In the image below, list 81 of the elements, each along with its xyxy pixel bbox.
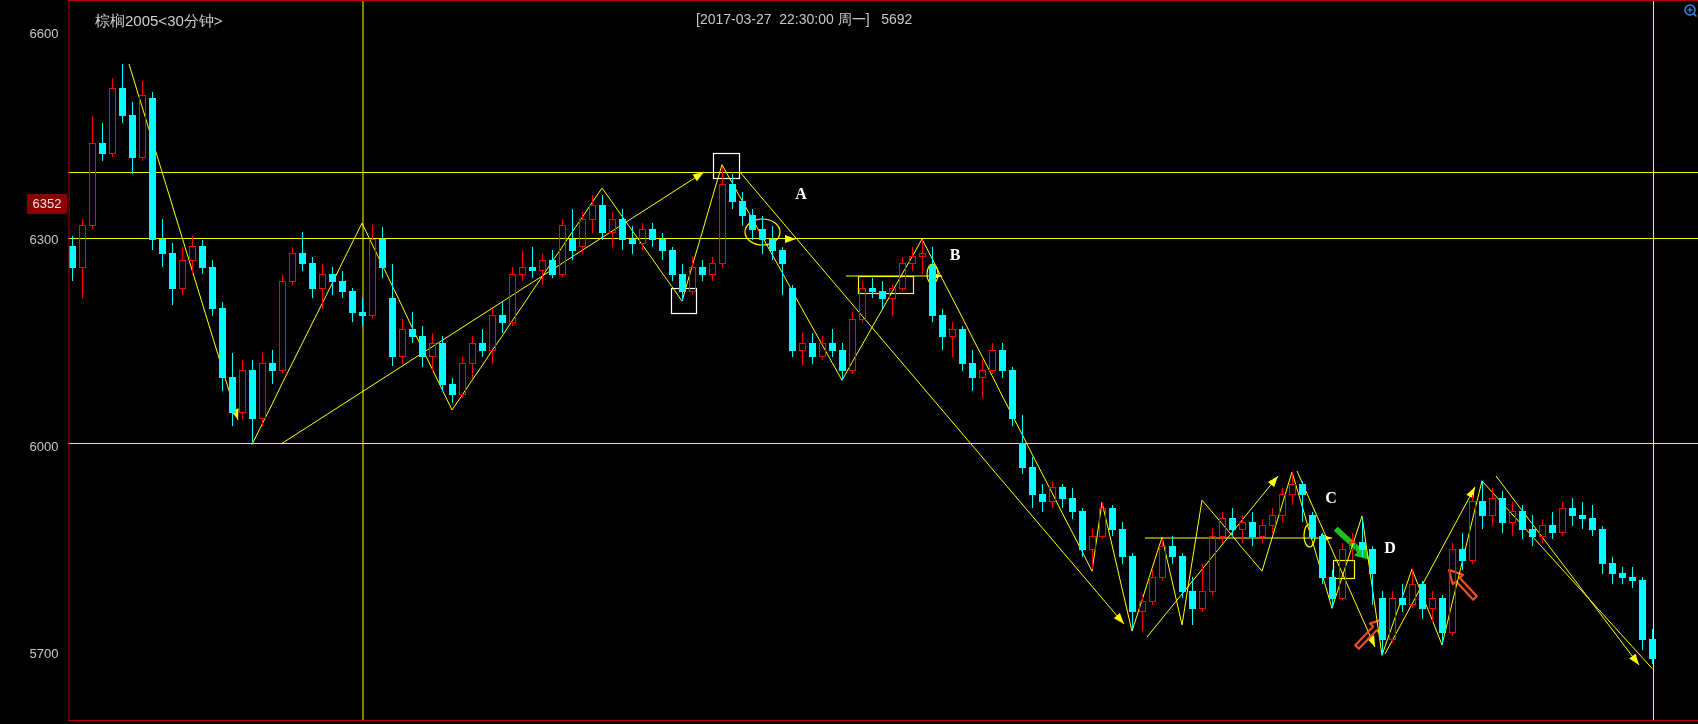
candlestick <box>269 349 276 385</box>
candlestick <box>1159 538 1166 582</box>
candlestick <box>169 242 176 306</box>
candlestick <box>119 63 126 124</box>
candlestick <box>1359 517 1366 558</box>
y-tick-label: 5700 <box>29 645 59 661</box>
candlestick <box>1459 532 1466 571</box>
candlestick <box>919 239 926 275</box>
candlestick <box>529 246 536 279</box>
candlestick <box>1649 628 1656 664</box>
candlestick <box>379 226 386 279</box>
candlestick <box>979 359 986 399</box>
text: 棕榈2005<30分钟> <box>95 12 223 29</box>
candlestick <box>319 263 326 310</box>
candlestick <box>1569 497 1576 527</box>
candlestick <box>499 301 506 334</box>
candlestick <box>1509 501 1516 537</box>
candlestick <box>159 218 166 268</box>
candlestick <box>129 101 136 175</box>
candlestick <box>359 297 366 327</box>
candlestick <box>739 191 746 227</box>
candlestick <box>509 266 516 327</box>
candlestick <box>799 332 806 367</box>
annotation: D <box>1384 538 1396 556</box>
candlestick <box>229 352 236 427</box>
candlestick <box>1249 511 1256 547</box>
candlestick <box>1639 576 1646 651</box>
candlestick <box>1199 563 1206 613</box>
y-tick-label: 6300 <box>29 232 59 248</box>
candlestick <box>629 225 636 255</box>
candlestick <box>1329 569 1336 609</box>
candlestick <box>1529 514 1536 547</box>
candlestick <box>569 208 576 261</box>
candlestick <box>1629 566 1636 589</box>
candlestick <box>189 235 196 275</box>
candlestick <box>1129 552 1136 630</box>
candlestick <box>369 224 376 320</box>
candlestick <box>1079 507 1086 558</box>
candlestick <box>109 77 116 158</box>
candlestick <box>1239 514 1246 544</box>
candlestick <box>1299 480 1306 523</box>
candlestick <box>1369 545 1376 606</box>
annotation: A <box>795 184 808 202</box>
candlestick <box>1189 576 1196 626</box>
candlestick <box>549 249 556 279</box>
candlestick <box>329 266 336 296</box>
candlestick <box>419 325 426 368</box>
candlestick <box>429 332 436 372</box>
candlestick <box>1039 483 1046 513</box>
annotation: [2017-03-27 22:30:00 周一] 5692 <box>696 11 913 27</box>
candlestick <box>1029 456 1036 509</box>
candlestick <box>949 321 956 358</box>
candlestick <box>969 349 976 392</box>
candlestick <box>1149 569 1156 606</box>
candlestick <box>619 208 626 251</box>
candlestick <box>759 215 766 255</box>
candlestick <box>879 280 886 310</box>
candlestick <box>1059 483 1066 509</box>
candlestick <box>349 287 356 323</box>
candlestick <box>1289 471 1296 506</box>
annotation: C <box>1325 488 1337 506</box>
candlestick <box>959 325 966 372</box>
candlestick <box>1419 580 1426 620</box>
candlestick <box>679 263 686 302</box>
candlestick <box>1489 487 1496 527</box>
candlestick <box>209 259 216 317</box>
y-tick-label: 6000 <box>29 439 59 455</box>
candlestick <box>1349 532 1356 561</box>
candlestick <box>689 256 696 296</box>
candlestick <box>249 359 256 443</box>
candlestick <box>1269 507 1276 534</box>
candlestick <box>1479 480 1486 530</box>
candlestick <box>1169 535 1176 565</box>
annotation: B <box>949 245 961 263</box>
candlestick <box>1579 501 1586 530</box>
candlestick <box>769 225 776 261</box>
candlestick <box>589 194 596 234</box>
candlestick <box>99 122 106 162</box>
y-tick-label: 6600 <box>29 25 59 41</box>
annotation: 6352 <box>32 196 62 212</box>
candlestick <box>139 80 146 162</box>
